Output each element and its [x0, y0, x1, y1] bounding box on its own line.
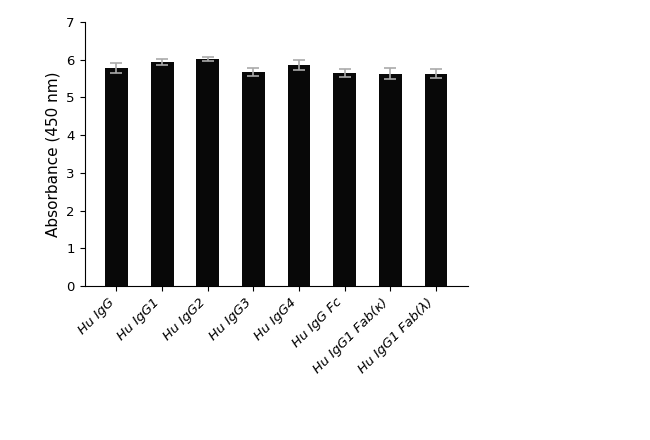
Y-axis label: Absorbance (450 nm): Absorbance (450 nm) [46, 71, 60, 237]
Bar [424, 73, 447, 286]
Bar [196, 59, 219, 286]
Bar [379, 73, 402, 286]
Bar [105, 68, 128, 286]
Bar [242, 72, 265, 286]
Bar [151, 62, 174, 286]
Bar [333, 73, 356, 286]
Bar [288, 66, 311, 286]
